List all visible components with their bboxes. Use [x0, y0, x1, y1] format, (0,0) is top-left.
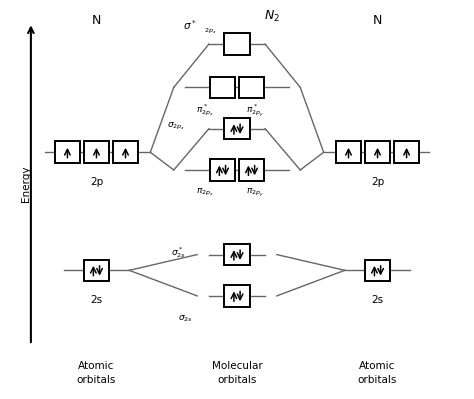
- Text: $\pi^*_{2p_y}$: $\pi^*_{2p_y}$: [246, 102, 264, 119]
- Bar: [224, 285, 250, 307]
- Bar: [394, 142, 419, 163]
- Bar: [224, 118, 250, 140]
- Bar: [210, 159, 236, 181]
- Text: $\sigma_{2s}$: $\sigma_{2s}$: [178, 314, 193, 324]
- Bar: [55, 142, 80, 163]
- Text: $N_2$: $N_2$: [264, 9, 280, 24]
- Text: 2s: 2s: [372, 295, 383, 305]
- Bar: [113, 142, 138, 163]
- Bar: [238, 77, 264, 98]
- Bar: [365, 259, 391, 281]
- Text: $\pi_{2p_y}$: $\pi_{2p_y}$: [246, 186, 264, 199]
- Text: Energy: Energy: [21, 166, 31, 202]
- Bar: [224, 244, 250, 265]
- Bar: [336, 142, 361, 163]
- Text: Atomic
orbitals: Atomic orbitals: [77, 361, 116, 385]
- Text: 2p: 2p: [90, 177, 103, 187]
- Bar: [83, 259, 109, 281]
- Text: $\sigma^*_{2s}$: $\sigma^*_{2s}$: [171, 245, 185, 260]
- Text: Atomic
orbitals: Atomic orbitals: [358, 361, 397, 385]
- Text: N: N: [373, 14, 382, 27]
- Text: 2p: 2p: [371, 177, 384, 187]
- Bar: [238, 159, 264, 181]
- Text: Molecular
orbitals: Molecular orbitals: [211, 361, 263, 385]
- Text: 2s: 2s: [91, 295, 102, 305]
- Bar: [210, 77, 236, 98]
- Text: $\pi^*_{2p_x}$: $\pi^*_{2p_x}$: [196, 103, 214, 118]
- Text: $\sigma^*$: $\sigma^*$: [183, 19, 197, 32]
- Text: N: N: [92, 14, 101, 27]
- Bar: [83, 142, 109, 163]
- Bar: [365, 142, 391, 163]
- Text: $\sigma_{2p_x}$: $\sigma_{2p_x}$: [167, 121, 185, 132]
- Text: $\pi_{2p_x}$: $\pi_{2p_x}$: [196, 187, 214, 198]
- Text: ${}_{2p_x}$: ${}_{2p_x}$: [204, 26, 217, 36]
- Bar: [224, 33, 250, 55]
